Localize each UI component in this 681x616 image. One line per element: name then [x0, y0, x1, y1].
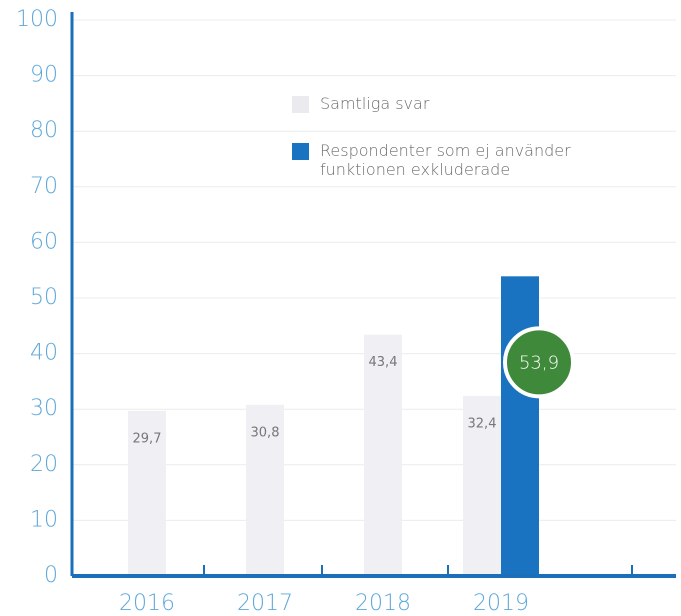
y-tick-label: 20	[30, 452, 58, 477]
y-tick-label: 100	[16, 7, 58, 32]
x-tick-label: 2018	[355, 591, 411, 616]
legend-swatch	[292, 96, 309, 113]
value-label: 43,4	[369, 355, 398, 370]
x-tick-label: 2016	[119, 591, 175, 616]
bar	[364, 334, 402, 576]
bar	[246, 404, 284, 576]
y-tick-label: 50	[30, 285, 58, 310]
y-tick-label: 90	[30, 63, 58, 88]
legend-swatch	[292, 143, 309, 160]
y-tick-label: 60	[30, 229, 58, 254]
legend-label: Samtliga svar	[320, 94, 430, 113]
bar	[128, 410, 166, 576]
value-label: 32,4	[468, 416, 497, 431]
value-label: 30,8	[251, 425, 280, 440]
value-badge	[503, 326, 575, 399]
legend-label: Respondenter som ej använder funktionen …	[320, 141, 571, 179]
y-tick-label: 30	[30, 396, 58, 421]
bar	[501, 276, 539, 576]
x-tick-label: 2019	[473, 591, 529, 616]
y-tick-label: 40	[30, 341, 58, 366]
bar	[463, 395, 501, 576]
value-label: 29,7	[133, 431, 162, 446]
y-tick-label: 0	[44, 563, 58, 588]
value-label: 53,9	[519, 352, 559, 373]
x-tick-label: 2017	[237, 591, 293, 616]
y-tick-label: 70	[30, 174, 58, 199]
y-tick-label: 80	[30, 118, 58, 143]
y-tick-label: 10	[30, 507, 58, 532]
